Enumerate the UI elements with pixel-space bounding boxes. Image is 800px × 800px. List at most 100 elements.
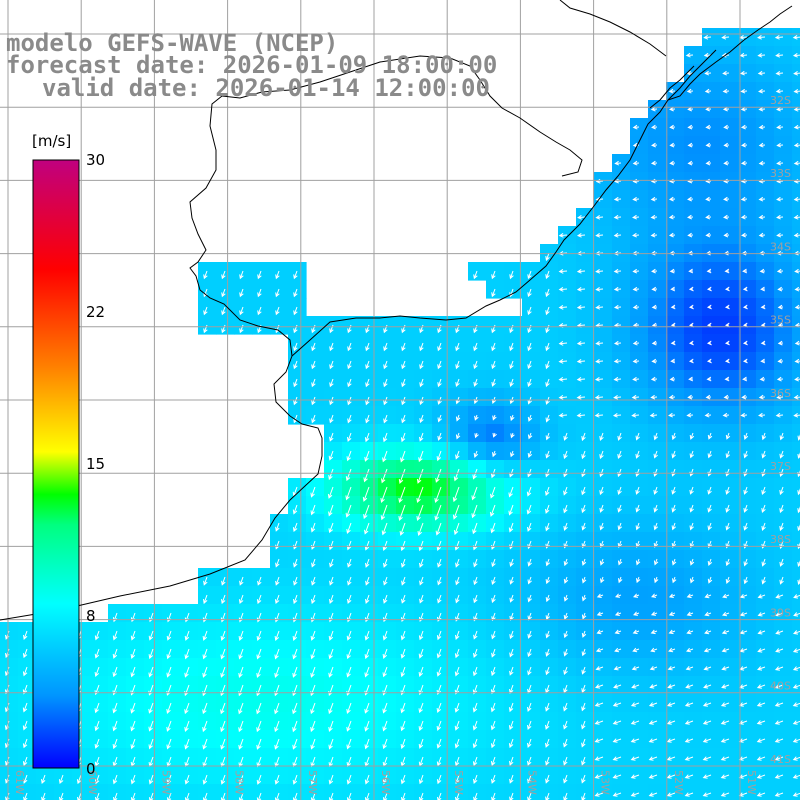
wind-arrow bbox=[364, 720, 370, 732]
wind-speed-cell bbox=[684, 586, 703, 605]
wind-speed-cell bbox=[684, 46, 703, 65]
wind-arrow bbox=[742, 286, 748, 292]
wind-arrow bbox=[776, 142, 784, 148]
wind-arrow bbox=[599, 450, 604, 460]
wind-speed-cell bbox=[756, 712, 775, 731]
wind-arrow bbox=[527, 432, 533, 440]
wind-arrow bbox=[472, 756, 478, 767]
wind-arrow bbox=[666, 738, 676, 743]
wind-arrow bbox=[22, 756, 28, 767]
wind-speed-cell bbox=[792, 442, 800, 461]
wind-arrow bbox=[400, 540, 406, 552]
wind-speed-cell bbox=[792, 478, 800, 497]
wind-speed-cell bbox=[720, 640, 739, 659]
wind-arrow bbox=[347, 342, 352, 352]
wind-speed-cell bbox=[756, 586, 775, 605]
wind-speed-cell bbox=[702, 226, 721, 245]
wind-speed-cell bbox=[396, 784, 415, 800]
wind-arrow bbox=[558, 304, 568, 310]
wind-speed-cell bbox=[738, 82, 757, 101]
wind-speed-cell bbox=[720, 748, 739, 767]
wind-speed-cell bbox=[666, 622, 685, 641]
title-model: modelo GEFS-WAVE (NCEP) bbox=[6, 29, 339, 57]
wind-arrow bbox=[293, 270, 298, 280]
wind-arrow bbox=[720, 756, 730, 761]
wind-speed-cell bbox=[648, 586, 667, 605]
wind-speed-cell bbox=[630, 658, 649, 677]
colorbar-tick-22: 22 bbox=[86, 303, 106, 321]
wind-arrow bbox=[545, 288, 550, 298]
wind-arrow bbox=[471, 486, 478, 501]
wind-arrow bbox=[756, 702, 766, 707]
wind-arrow bbox=[594, 702, 604, 707]
wind-arrow bbox=[614, 629, 622, 635]
wind-arrow bbox=[651, 340, 658, 346]
wind-arrow bbox=[776, 160, 784, 166]
wind-arrow bbox=[382, 540, 388, 551]
wind-arrow bbox=[635, 486, 640, 495]
wind-speed-cell bbox=[612, 784, 631, 800]
wind-arrow bbox=[455, 342, 460, 352]
wind-arrow bbox=[724, 358, 730, 364]
wind-arrow bbox=[202, 774, 208, 785]
wind-arrow bbox=[418, 450, 424, 463]
wind-arrow bbox=[184, 702, 190, 715]
wind-arrow bbox=[613, 268, 622, 274]
wind-arrow bbox=[670, 358, 676, 364]
wind-arrow bbox=[345, 468, 352, 482]
wind-speed-cell bbox=[612, 298, 631, 317]
wind-arrow bbox=[275, 306, 280, 316]
wind-arrow bbox=[545, 306, 550, 316]
wind-speed-cell bbox=[774, 604, 793, 623]
wind-speed-cell bbox=[684, 352, 703, 371]
wind-arrow bbox=[491, 378, 496, 387]
wind-speed-cell bbox=[756, 406, 775, 425]
wind-arrow bbox=[112, 630, 118, 641]
wind-arrow bbox=[596, 629, 604, 635]
wind-arrow bbox=[220, 774, 226, 785]
wind-speed-cell bbox=[684, 226, 703, 245]
wind-arrow bbox=[400, 432, 406, 443]
wind-arrow bbox=[758, 124, 766, 130]
wind-arrow bbox=[382, 432, 388, 443]
wind-speed-cell bbox=[576, 352, 595, 371]
wind-arrow bbox=[509, 630, 514, 640]
wind-speed-cell bbox=[720, 28, 739, 47]
wind-arrow bbox=[256, 738, 262, 750]
wind-speed-cell bbox=[630, 784, 649, 800]
wind-arrow bbox=[759, 376, 766, 382]
wind-arrow bbox=[563, 612, 569, 620]
wind-arrow bbox=[256, 720, 262, 733]
wind-arrow bbox=[509, 378, 514, 387]
wind-arrow bbox=[435, 522, 442, 536]
wind-arrow bbox=[419, 324, 424, 334]
wind-arrow bbox=[650, 196, 658, 202]
wind-arrow bbox=[720, 702, 730, 707]
wind-arrow bbox=[274, 630, 280, 641]
wind-arrow bbox=[527, 288, 532, 298]
wind-arrow bbox=[761, 522, 766, 531]
wind-arrow bbox=[721, 34, 730, 40]
wind-arrow bbox=[510, 414, 515, 422]
wind-arrow bbox=[526, 486, 532, 497]
wind-speed-cell bbox=[594, 640, 613, 659]
wind-arrow bbox=[631, 684, 640, 689]
wind-arrow bbox=[686, 593, 694, 599]
wind-speed-cell bbox=[468, 784, 487, 800]
wind-arrow bbox=[742, 340, 748, 346]
wind-arrow bbox=[594, 394, 604, 400]
wind-arrow bbox=[705, 214, 712, 220]
wind-arrow bbox=[509, 360, 514, 370]
wind-arrow bbox=[614, 647, 622, 653]
wind-arrow bbox=[220, 648, 226, 660]
wind-arrow bbox=[761, 504, 766, 513]
wind-arrow bbox=[527, 270, 532, 280]
wind-arrow bbox=[632, 214, 640, 220]
wind-speed-cell bbox=[360, 784, 379, 800]
wind-arrow bbox=[329, 558, 334, 568]
wind-speed-cell bbox=[594, 712, 613, 731]
wind-arrow bbox=[347, 324, 352, 334]
wind-arrow bbox=[380, 504, 388, 521]
wind-arrow bbox=[743, 558, 748, 567]
wind-arrow bbox=[648, 774, 658, 779]
